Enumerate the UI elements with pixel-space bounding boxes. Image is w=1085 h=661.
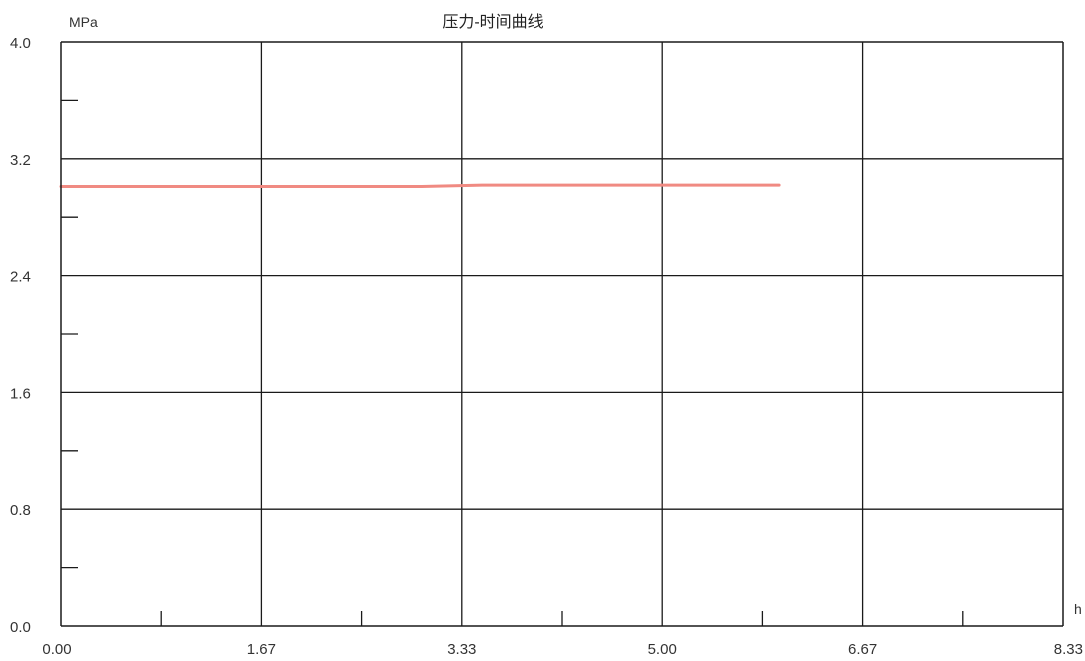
- chart-title: 压力-时间曲线: [442, 13, 543, 31]
- series-layer: [59, 183, 781, 188]
- y-tick-label: 3.2: [10, 152, 31, 169]
- y-axis-unit-label: MPa: [69, 14, 98, 30]
- x-tick-label: 6.67: [848, 641, 877, 658]
- y-tick-label: 0.0: [10, 619, 31, 636]
- plot-frame: [60, 41, 1064, 627]
- y-tick-label: 2.4: [10, 269, 31, 286]
- grid: [61, 42, 1063, 626]
- x-tick-label: 3.33: [447, 641, 476, 658]
- pressure-series-line: [59, 183, 781, 188]
- x-tick-label: 8.33: [1054, 641, 1083, 658]
- x-tick-label: 0.00: [42, 641, 71, 658]
- y-tick-label: 1.6: [10, 385, 31, 402]
- x-tick-label: 5.00: [648, 641, 677, 658]
- axis-labels: 0.0 0.8 1.6 2.4 3.2 4.0 0.00 1.67 3.33 5.00 6.67 8.…: [10, 35, 1083, 658]
- x-tick-label: 1.67: [247, 641, 276, 658]
- y-tick-label: 4.0: [10, 35, 31, 52]
- x-axis-unit-label: h: [1074, 601, 1082, 617]
- y-tick-label: 0.8: [10, 502, 31, 519]
